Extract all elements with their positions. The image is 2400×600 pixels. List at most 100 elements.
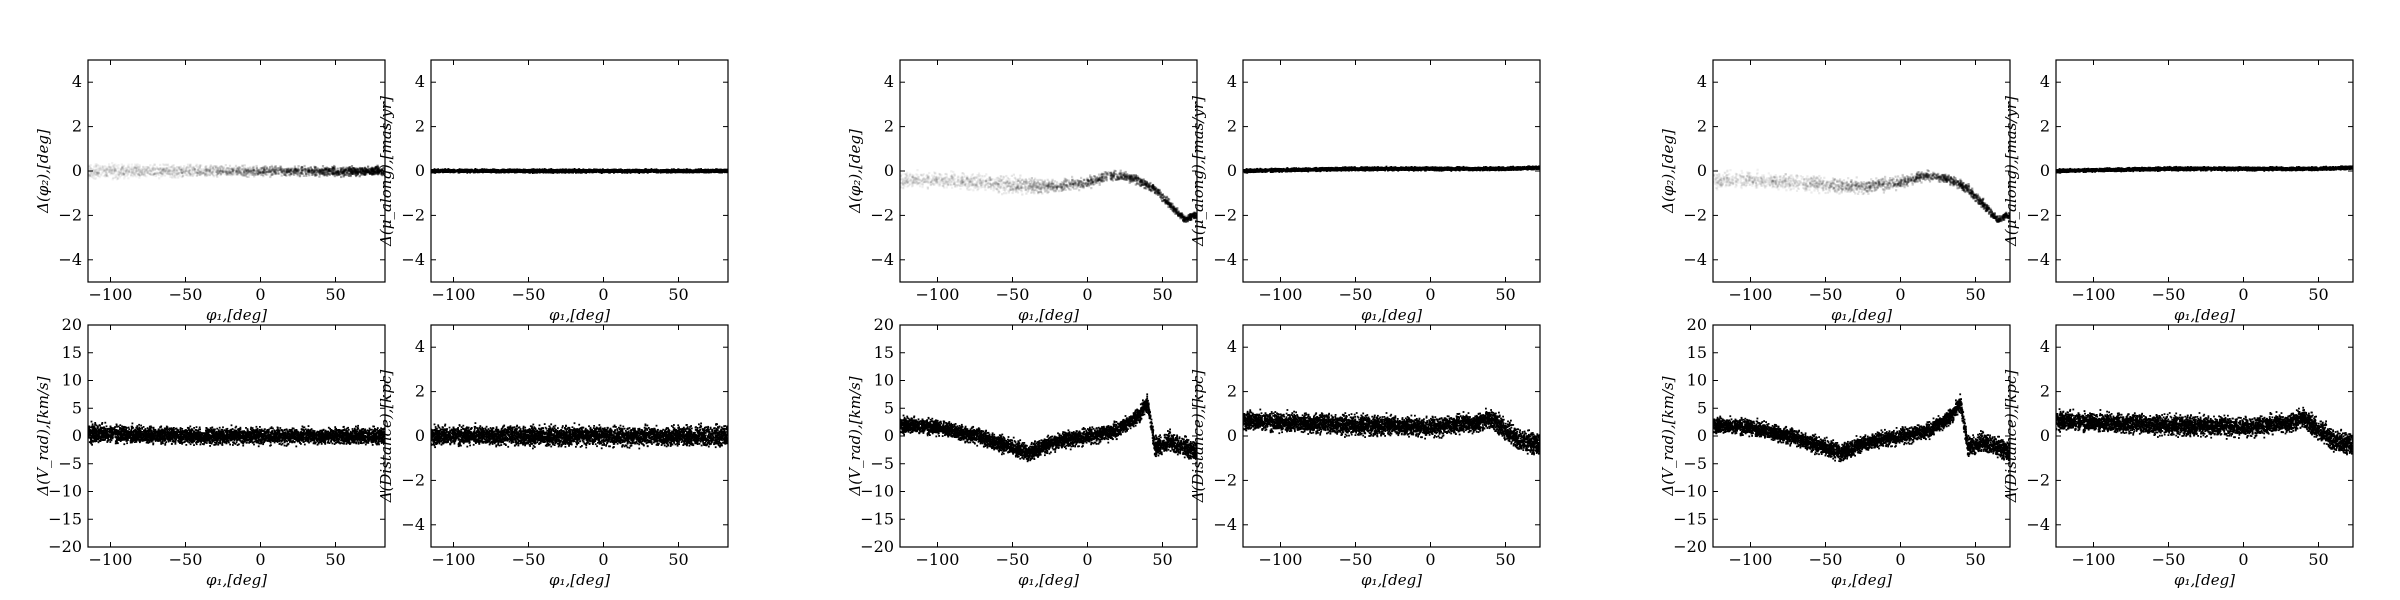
data-point bbox=[307, 169, 310, 173]
data-point bbox=[124, 170, 127, 173]
data-point bbox=[328, 173, 331, 176]
data-point bbox=[264, 172, 267, 175]
data-point bbox=[288, 167, 291, 170]
data-point bbox=[113, 167, 116, 171]
data-point bbox=[217, 166, 220, 169]
data-point bbox=[243, 169, 246, 172]
data-point bbox=[97, 172, 100, 175]
data-point bbox=[204, 174, 207, 177]
data-point bbox=[258, 171, 261, 174]
data-point bbox=[185, 166, 188, 169]
data-point bbox=[121, 166, 124, 169]
data-point bbox=[92, 172, 95, 175]
data-point bbox=[255, 167, 259, 170]
data-point bbox=[336, 171, 339, 174]
data-point bbox=[243, 167, 246, 170]
data-point bbox=[299, 172, 302, 175]
data-point bbox=[127, 170, 130, 173]
data-point bbox=[135, 170, 138, 173]
data-point bbox=[269, 171, 272, 174]
data-point bbox=[193, 168, 196, 171]
data-point bbox=[134, 163, 137, 166]
data-point bbox=[357, 170, 360, 173]
data-point bbox=[317, 172, 321, 175]
data-point bbox=[220, 169, 223, 172]
data-point bbox=[355, 167, 358, 170]
data-point bbox=[272, 171, 276, 174]
data-point bbox=[325, 173, 328, 176]
data-point bbox=[307, 170, 310, 173]
data-point bbox=[249, 171, 252, 174]
data-point bbox=[380, 171, 383, 174]
data-point bbox=[320, 172, 323, 175]
data-point bbox=[238, 169, 241, 172]
data-point bbox=[235, 169, 238, 173]
data-point bbox=[95, 171, 98, 174]
data-point bbox=[123, 174, 126, 177]
data-point bbox=[293, 173, 296, 176]
data-point bbox=[125, 170, 128, 173]
data-point bbox=[349, 169, 352, 172]
data-point bbox=[120, 163, 123, 166]
data-point bbox=[221, 172, 224, 175]
data-point bbox=[261, 171, 265, 174]
data-point bbox=[292, 172, 296, 175]
data-point bbox=[176, 172, 179, 175]
data-point bbox=[336, 171, 339, 174]
data-point bbox=[216, 169, 219, 172]
data-point bbox=[137, 165, 140, 169]
data-point bbox=[166, 172, 169, 175]
data-point bbox=[313, 174, 317, 177]
data-point bbox=[335, 171, 338, 174]
data-point bbox=[265, 167, 269, 170]
data-point bbox=[271, 168, 274, 171]
data-point bbox=[179, 169, 182, 172]
data-point bbox=[356, 168, 359, 171]
data-point bbox=[176, 166, 179, 169]
data-point bbox=[350, 167, 353, 170]
data-point bbox=[244, 173, 247, 176]
data-point bbox=[229, 171, 232, 174]
data-point bbox=[236, 168, 239, 171]
data-point bbox=[331, 172, 334, 175]
data-point bbox=[92, 175, 95, 178]
data-point bbox=[359, 167, 362, 170]
data-point bbox=[354, 169, 357, 172]
y-tick-label: −2 bbox=[58, 205, 82, 224]
data-point bbox=[140, 170, 143, 173]
data-point bbox=[259, 167, 262, 170]
data-point bbox=[192, 165, 195, 168]
data-point bbox=[241, 173, 244, 176]
data-point bbox=[352, 168, 356, 171]
data-point bbox=[280, 167, 283, 170]
data-point bbox=[293, 169, 296, 172]
data-point bbox=[235, 170, 238, 174]
data-point bbox=[114, 175, 117, 178]
data-point bbox=[134, 167, 137, 170]
data-point bbox=[301, 169, 304, 172]
data-point bbox=[122, 172, 125, 176]
data-point bbox=[273, 170, 276, 173]
data-point bbox=[300, 172, 303, 175]
data-point bbox=[135, 169, 138, 173]
data-point bbox=[252, 169, 255, 172]
data-point bbox=[137, 173, 140, 176]
data-point bbox=[256, 173, 260, 176]
data-point bbox=[211, 170, 214, 173]
data-point bbox=[112, 176, 115, 179]
data-point bbox=[236, 167, 239, 170]
data-point bbox=[311, 172, 315, 175]
data-point bbox=[371, 173, 374, 176]
data-point bbox=[165, 167, 168, 170]
data-point bbox=[124, 167, 127, 170]
data-point bbox=[240, 171, 243, 174]
data-point bbox=[191, 169, 194, 172]
data-point bbox=[628, 168, 631, 171]
data-point bbox=[132, 168, 135, 171]
data-point bbox=[354, 169, 358, 172]
data-point bbox=[117, 177, 120, 180]
data-point bbox=[366, 170, 369, 173]
data-point bbox=[189, 173, 192, 176]
data-point bbox=[300, 170, 303, 173]
data-point bbox=[344, 173, 347, 176]
